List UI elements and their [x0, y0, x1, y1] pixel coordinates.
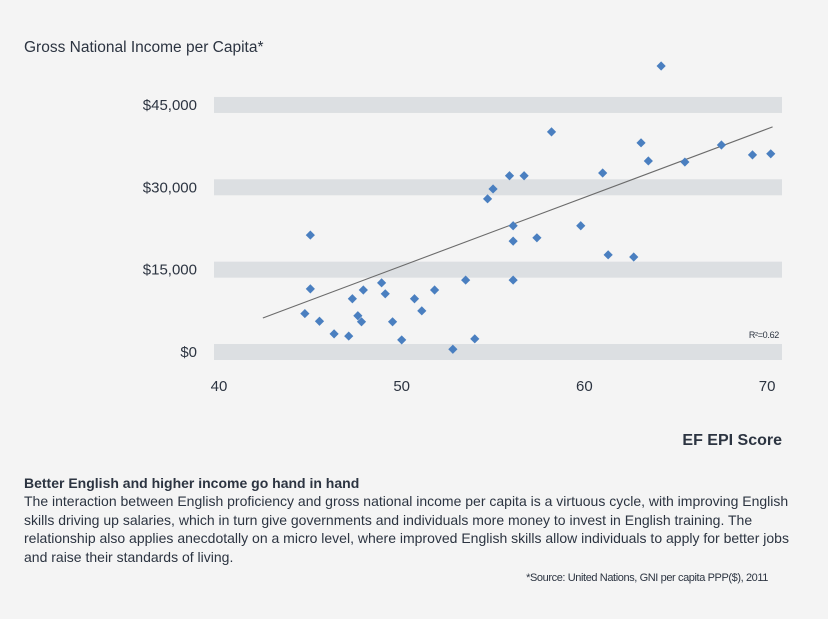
data-point: [519, 171, 529, 181]
data-point: [461, 275, 471, 285]
caption-body: The interaction between English proficie…: [24, 493, 789, 565]
x-tick-label: 50: [393, 378, 410, 395]
y-tick-label: $15,000: [143, 262, 197, 279]
data-point: [344, 331, 354, 341]
x-tick-label: 70: [759, 378, 776, 395]
data-point: [656, 61, 666, 71]
data-point: [353, 311, 363, 321]
data-point: [488, 184, 498, 194]
data-point: [508, 221, 518, 231]
data-point: [448, 344, 458, 354]
data-point: [329, 329, 339, 339]
gridline-band: [214, 344, 782, 360]
data-point: [380, 289, 390, 299]
x-axis-title: EF EPI Score: [682, 432, 782, 449]
data-point: [356, 317, 367, 327]
data-points: [300, 61, 776, 354]
data-point: [305, 230, 315, 240]
data-point: [766, 149, 776, 159]
data-point: [603, 250, 613, 260]
gridline-band: [214, 96, 782, 113]
y-tick-labels: $0 $15,000 $30,000 $45,000: [143, 97, 197, 361]
x-tick-labels: 40 50 60 70: [211, 378, 776, 395]
x-tick-label: 60: [576, 378, 593, 395]
data-point: [314, 316, 325, 326]
trendline: [262, 126, 773, 319]
scatter-chart: $0 $15,000 $30,000 $45,000 40 50 60 70 R²=0.62: [143, 61, 782, 395]
data-point: [598, 168, 608, 178]
source-note: *Source: United Nations, GNI per capita …: [526, 572, 768, 584]
data-point: [347, 294, 357, 304]
trendline-group: [262, 126, 773, 319]
data-point: [417, 306, 427, 316]
data-point: [300, 308, 310, 319]
y-axis-title: Gross National Income per Capita*: [24, 39, 264, 56]
data-point: [629, 252, 639, 262]
y-tick-label: $0: [180, 344, 197, 361]
gridline-bands: [214, 96, 782, 360]
data-point: [377, 278, 387, 288]
data-point: [387, 317, 398, 327]
data-point: [532, 233, 542, 243]
data-point: [643, 156, 653, 166]
data-point: [508, 236, 518, 246]
y-tick-label: $45,000: [143, 97, 197, 114]
gridline-band: [214, 179, 782, 196]
data-point: [409, 294, 420, 304]
caption-title: Better English and higher income go hand…: [24, 475, 360, 491]
data-point: [716, 140, 727, 150]
r-squared-annotation: R²=0.62: [749, 330, 779, 340]
y-tick-label: $30,000: [143, 179, 197, 196]
data-point: [680, 157, 690, 167]
data-point: [546, 127, 557, 137]
data-point: [747, 150, 758, 160]
data-point: [504, 171, 515, 181]
data-point: [508, 275, 518, 285]
data-point: [636, 138, 646, 148]
data-point: [482, 194, 493, 204]
data-point: [576, 221, 586, 231]
data-point: [470, 334, 480, 344]
caption: Better English and higher income go hand…: [24, 474, 804, 566]
data-point: [358, 285, 368, 295]
data-point: [305, 284, 315, 294]
gridline-band: [214, 261, 782, 278]
x-tick-label: 40: [211, 378, 228, 395]
data-point: [429, 285, 440, 295]
data-point: [397, 335, 407, 345]
